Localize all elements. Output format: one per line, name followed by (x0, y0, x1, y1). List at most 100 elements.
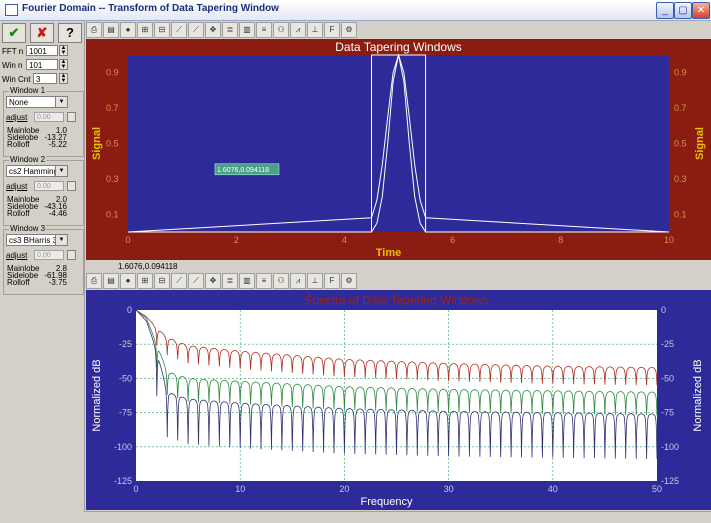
print-icon[interactable]: ⎙ (86, 22, 102, 38)
y-tick-label-right: 0.5 (674, 139, 687, 149)
bar-icon[interactable]: ▥ (239, 273, 255, 289)
save-icon[interactable]: ▤ (103, 273, 119, 289)
line-icon[interactable]: ⟋ (171, 273, 187, 289)
y-tick-label: -100 (114, 442, 132, 452)
app-icon (5, 4, 18, 16)
y-tick-label-right: -100 (661, 442, 679, 452)
window-1-stats: Mainlobe 1.0 Sidelobe -13.27 Rolloff -5.22 (7, 126, 67, 149)
cursor-readout-text: 1.6076,0.094118 (118, 262, 178, 271)
chevron-down-icon: ▼ (55, 166, 67, 176)
fft-n-spinner[interactable]: ▲ ▼ (59, 45, 68, 56)
window-1-adjust-input[interactable]: 0.00 (34, 112, 64, 122)
palette-icon[interactable]: ● (120, 273, 136, 289)
x-tick-label: 30 (444, 484, 454, 494)
y-axis-label-right: Signal (694, 127, 706, 160)
win-cnt-spinner[interactable]: ▲ ▼ (59, 73, 68, 84)
window-1-adjust-spinner[interactable] (67, 112, 76, 122)
mainlobe-label: Mainlobe (7, 126, 40, 135)
line2-icon[interactable]: ⟋ (188, 273, 204, 289)
rolloff-label: Rolloff (7, 140, 30, 149)
x-tick-label: 0 (125, 235, 130, 245)
frequency-domain-chart[interactable]: 0 10 20 30 40 50 0 0 -25 -25 -50 -50 -75 -75 -100 -100 -… (86, 290, 711, 510)
window-2-select[interactable]: cs2 Hamming ▼ (6, 165, 68, 177)
window-2-group: Window 2 cs2 Hamming ▼ adjust 0.00 Mainl… (3, 155, 84, 226)
window-3-adjust-input[interactable]: 0.00 (34, 250, 64, 260)
bar-icon[interactable]: ▥ (239, 22, 255, 38)
window-2-type: cs2 Hamming (9, 167, 58, 176)
minimize-button[interactable]: _ (656, 2, 674, 19)
binoculars-icon[interactable]: ⚇ (273, 22, 289, 38)
help-button[interactable]: ? (58, 23, 82, 43)
ok-button[interactable]: ✔ (2, 23, 26, 43)
window-3-select[interactable]: cs3 BHarris 3 ▼ (6, 234, 68, 246)
x-tick-label: 8 (558, 235, 563, 245)
rolloff-label: Rolloff (7, 278, 30, 287)
legend-icon[interactable]: ≣ (222, 273, 238, 289)
y-tick-label-right: -25 (661, 339, 674, 349)
left-control-panel: ✔ ✘ ? FFT n 1001 ▲ ▼ Win n 101 ▲ ▼ Win Cnt… (0, 21, 85, 522)
plot-area (136, 310, 657, 481)
x-tick-label: 6 (450, 235, 455, 245)
zoom-icon[interactable]: ✥ (205, 273, 221, 289)
font-icon[interactable]: F (324, 22, 340, 38)
y-axis-label: Signal (91, 127, 103, 160)
list-icon[interactable]: ≡ (256, 273, 272, 289)
cancel-button[interactable]: ✘ (30, 23, 54, 43)
win-cnt-input[interactable]: 3 (33, 73, 57, 84)
fft-n-input[interactable]: 1001 (26, 45, 58, 56)
close-button[interactable]: ✕ (692, 2, 710, 19)
spectrum-series-1 (135, 309, 658, 386)
win-n-spinner[interactable]: ▲ ▼ (59, 59, 68, 70)
grid-toggle-icon[interactable]: ⊟ (154, 22, 170, 38)
win-cnt-label: Win Cnt (2, 75, 31, 84)
list-icon[interactable]: ≡ (256, 22, 272, 38)
mainlobe-label: Mainlobe (7, 195, 40, 204)
mainlobe-value: 2.8 (55, 264, 67, 273)
y-axis-label-right: Normalized dB (692, 359, 704, 431)
win-n-label: Win n (2, 61, 23, 70)
x-axis-label: Time (376, 247, 401, 259)
axis-icon[interactable]: ⊥ (307, 273, 323, 289)
window-3-adjust-label: adjust (6, 251, 28, 260)
sidelobe-value: -13.27 (44, 133, 67, 142)
chart-type-icon[interactable]: ⩘ (290, 273, 306, 289)
fft-n-label: FFT n (2, 47, 24, 56)
status-bar (84, 511, 711, 523)
palette-icon[interactable]: ● (120, 22, 136, 38)
maximize-button[interactable]: ▢ (674, 2, 692, 19)
save-icon[interactable]: ▤ (103, 22, 119, 38)
sidelobe-value: -43.16 (44, 202, 67, 211)
time-domain-chart[interactable]: 0 2 4 6 8 10 0.1 0.1 0.3 0.3 0.5 0.5 0.7 0.7 0.9 0.9 Dat… (86, 39, 711, 260)
window-title-bar[interactable]: Fourier Domain -- Transform of Data Tape… (0, 0, 711, 21)
window-2-adjust-spinner[interactable] (67, 181, 76, 191)
x-tick-label: 2 (234, 235, 239, 245)
window-3-group: Window 3 cs3 BHarris 3 ▼ adjust 0.00 Mai… (3, 224, 84, 295)
sidelobe-label: Sidelobe (7, 271, 39, 280)
window-2-adjust-input[interactable]: 0.00 (34, 181, 64, 191)
window-3-type: cs3 BHarris 3 (9, 236, 58, 245)
win-n-input[interactable]: 101 (26, 59, 58, 70)
settings-icon[interactable]: ⚙ (341, 22, 357, 38)
axis-icon[interactable]: ⊥ (307, 22, 323, 38)
y-tick-label: 0.5 (106, 139, 119, 149)
x-axis-label: Frequency (361, 496, 413, 508)
line2-icon[interactable]: ⟋ (188, 22, 204, 38)
font-icon[interactable]: F (324, 273, 340, 289)
chart-type-icon[interactable]: ⩘ (290, 22, 306, 38)
y-tick-label: 0.9 (106, 68, 119, 78)
grid-toggle-icon[interactable]: ⊟ (154, 273, 170, 289)
binoculars-icon[interactable]: ⚇ (273, 273, 289, 289)
grid-icon[interactable]: ⊞ (137, 22, 153, 38)
window-1-select[interactable]: None ▼ (6, 96, 68, 108)
grid-icon[interactable]: ⊞ (137, 273, 153, 289)
x-tick-label: 40 (548, 484, 558, 494)
settings-icon[interactable]: ⚙ (341, 273, 357, 289)
window-3-adjust-spinner[interactable] (67, 250, 76, 260)
plot-area (128, 55, 669, 232)
window-1-adjust-label: adjust (6, 113, 28, 122)
print-icon[interactable]: ⎙ (86, 273, 102, 289)
legend-icon[interactable]: ≣ (222, 22, 238, 38)
y-tick-label-right: -125 (661, 476, 679, 486)
line-icon[interactable]: ⟋ (171, 22, 187, 38)
zoom-icon[interactable]: ✥ (205, 22, 221, 38)
